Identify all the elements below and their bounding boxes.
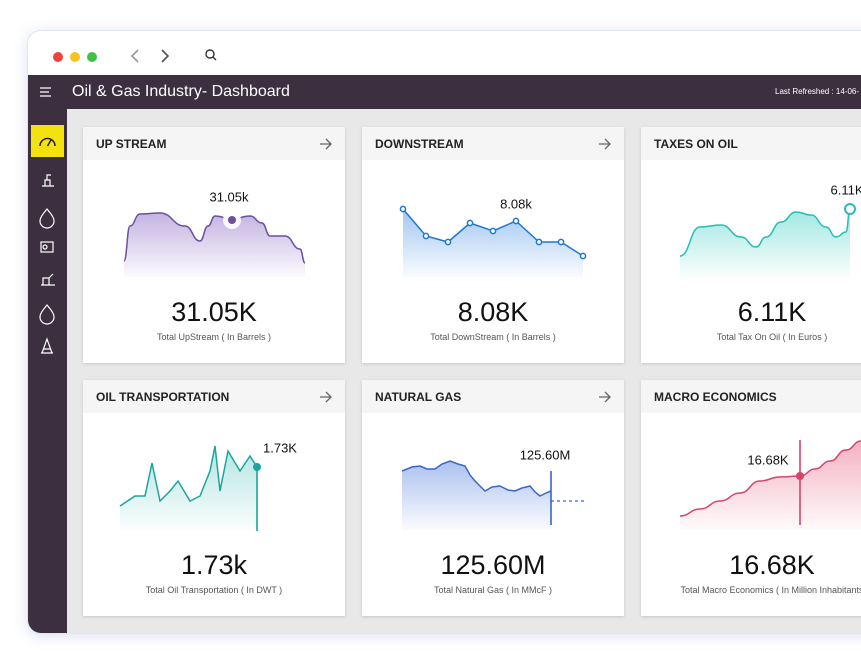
sparkline-point: [422, 232, 430, 240]
minimize-dot[interactable]: [70, 52, 80, 62]
card-title: MACRO ECONOMICS: [654, 390, 777, 404]
highlight-point: [253, 463, 261, 471]
metric-card: UP STREAM 31.05k 31.05K Total UpStream ( In…: [83, 127, 345, 363]
sparkline-line: [401, 460, 552, 497]
metric-caption: Total Macro Economics ( In Million Inhab…: [680, 585, 861, 595]
sparkline-point: [512, 217, 520, 225]
sparkline-area: [680, 209, 850, 277]
metric-caption: Total DownStream ( In Barrels ): [430, 332, 556, 342]
sparkline-area: [403, 209, 583, 277]
chart-label: 31.05k: [209, 189, 249, 204]
menu-icon[interactable]: [40, 87, 52, 97]
sparkline: 16.68K: [679, 440, 861, 530]
dashboard-title: Oil & Gas Industry- Dashboard: [72, 83, 290, 100]
maximize-dot[interactable]: [87, 52, 97, 62]
highlight-point: [844, 203, 856, 215]
metric-card: TAXES ON OIL 6.11K 6.11K Total Tax On Oil (…: [641, 127, 861, 363]
metric-value: 6.11K: [737, 297, 807, 327]
last-refreshed: Last Refreshed : 14-06-: [775, 87, 860, 96]
gauge-icon: [39, 137, 56, 147]
sparkline-point: [399, 205, 407, 213]
card-arrow[interactable]: [320, 138, 332, 150]
chart-label: 125.60M: [520, 447, 571, 462]
metric-card: MACRO ECONOMICS 16.68K 16.68K Total Macro E…: [641, 380, 861, 616]
sparkline: 125.60M: [401, 391, 611, 530]
card-arrow[interactable]: [599, 391, 611, 403]
card-title: NATURAL GAS: [375, 390, 462, 404]
metric-caption: Total Tax On Oil ( In Euros ): [716, 332, 828, 342]
chart-label: 1.73K: [263, 440, 297, 455]
forward-button[interactable]: [161, 49, 170, 63]
card-title: OIL TRANSPORTATION: [96, 390, 230, 404]
highlight-point: [228, 216, 236, 224]
sparkline-area: [120, 446, 257, 530]
sparkline: 31.05k: [123, 138, 332, 277]
card-arrow[interactable]: [320, 391, 332, 403]
metric-caption: Total Oil Transportation ( In DWT ): [145, 585, 283, 595]
sparkline-area: [680, 441, 861, 530]
metric-caption: Total Natural Gas ( In MMcF ): [433, 585, 553, 595]
card-header: UP STREAM: [83, 127, 345, 160]
search-icon-handle: [212, 56, 217, 61]
metric-value: 16.68K: [729, 550, 815, 580]
chart-label: 6.11K: [830, 182, 861, 197]
sparkline-point: [535, 238, 543, 246]
sparkline-line: [679, 440, 861, 517]
sparkline-line: [119, 445, 258, 507]
sparkline-point: [557, 238, 565, 246]
card-header: OIL TRANSPORTATION: [83, 380, 345, 413]
metric-card: NATURAL GAS 125.60M 125.60M Total Natural G…: [362, 380, 624, 616]
highlight-point: [796, 472, 804, 480]
metric-value: 1.73k: [180, 550, 248, 580]
dashboard-content: UP STREAM 31.05k 31.05K Total UpStream ( In…: [67, 109, 861, 633]
sparkline: 8.08k: [399, 138, 611, 277]
browser-window: Oil & Gas Industry- Dashboard Last Refre…: [27, 30, 861, 634]
metric-value: 125.60M: [440, 550, 546, 580]
back-button[interactable]: [130, 49, 139, 63]
card-arrow[interactable]: [599, 138, 611, 150]
card-title: DOWNSTREAM: [375, 137, 464, 151]
metric-caption: Total UpStream ( In Barrels ): [156, 332, 272, 342]
metric-value: 31.05K: [171, 297, 257, 327]
sparkline-point: [444, 238, 452, 246]
active-nav-item[interactable]: [31, 125, 64, 157]
metric-card: DOWNSTREAM 8.08k 8.08K Total DownStream ( I…: [362, 127, 624, 363]
card-header: DOWNSTREAM: [362, 127, 624, 160]
sparkline-point: [466, 219, 474, 227]
nav-icons[interactable]: [39, 174, 55, 354]
search-icon[interactable]: [205, 49, 215, 59]
close-dot[interactable]: [53, 52, 63, 62]
sparkline: 1.73K: [119, 391, 332, 531]
browser-toolbar: [130, 49, 217, 63]
card-title: UP STREAM: [96, 137, 167, 151]
sidebar: [28, 109, 67, 633]
chart-label: 8.08k: [500, 196, 532, 211]
sparkline-area: [124, 213, 305, 277]
sparkline-point: [489, 227, 497, 235]
metric-value: 8.08K: [457, 297, 529, 327]
sparkline: 6.11K: [679, 182, 861, 277]
sparkline-area: [402, 461, 551, 530]
card-header: MACRO ECONOMICS: [641, 380, 861, 413]
card-title: TAXES ON OIL: [654, 137, 738, 151]
sidebar-icons: [31, 125, 64, 354]
card-header: NATURAL GAS: [362, 380, 624, 413]
card-header: TAXES ON OIL: [641, 127, 861, 160]
sparkline-line: [679, 208, 851, 257]
chart-label: 16.68K: [747, 452, 789, 467]
dashboard-header: Oil & Gas Industry- Dashboard Last Refre…: [28, 75, 861, 109]
sparkline-line: [123, 212, 306, 264]
metric-card: OIL TRANSPORTATION 1.73K 1.73k Total Oil Tr…: [83, 380, 345, 616]
sparkline-point: [579, 252, 587, 260]
